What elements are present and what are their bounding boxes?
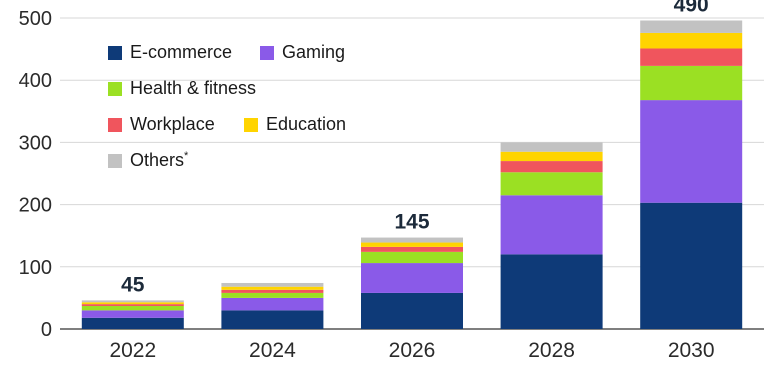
x-tick-label: 2028: [528, 339, 575, 362]
bar-segment-e-commerce: [500, 254, 603, 329]
bar-segment-others: [361, 237, 463, 243]
legend-swatch-gaming: [260, 45, 274, 60]
bar-segment-education: [81, 302, 184, 305]
legend-item-others: Others*: [108, 150, 188, 171]
legend-swatch-workplace: [108, 117, 122, 132]
legend-label-health-fitness: Health & fitness: [130, 78, 257, 98]
legend-label-others: Others*: [130, 150, 189, 170]
bar-segment-others: [500, 142, 603, 152]
y-tick-label: 300: [19, 132, 52, 154]
legend-swatch-education: [244, 117, 258, 132]
x-tick-label: 2024: [249, 339, 296, 362]
bar-segment-health-fitness: [221, 292, 324, 298]
bar-segment-workplace: [221, 289, 324, 293]
bar-segment-education: [500, 151, 603, 162]
bar-segment-workplace: [81, 304, 184, 306]
bar-segment-gaming: [221, 297, 324, 311]
bar-segment-health-fitness: [500, 172, 603, 196]
bar-segment-e-commerce: [221, 310, 324, 329]
bar-segment-e-commerce: [361, 292, 463, 329]
bar-segment-workplace: [361, 246, 463, 252]
total-label: 145: [394, 211, 429, 234]
y-tick-label: 0: [41, 319, 52, 341]
x-tick-label: 2030: [668, 339, 715, 362]
bar-segment-others: [81, 300, 184, 303]
bar-segment-gaming: [640, 100, 743, 203]
bar-segment-others: [221, 282, 324, 287]
legend-item-ecommerce: E-commerce: [108, 42, 232, 63]
bar-segment-health-fitness: [640, 65, 743, 101]
legend-item-education: Education: [244, 114, 346, 135]
bar-segment-health-fitness: [361, 251, 463, 264]
y-tick-label: 400: [19, 70, 52, 92]
bar-segment-gaming: [81, 310, 184, 318]
bar-segment-workplace: [640, 48, 743, 66]
legend-item-health-fitness: Health & fitness: [108, 78, 256, 99]
legend-label-education: Education: [266, 114, 347, 134]
bar-segment-e-commerce: [81, 317, 184, 329]
y-tick-label: 500: [19, 8, 52, 30]
legend-label-ecommerce: E-commerce: [130, 42, 233, 62]
legend-swatch-health-fitness: [108, 81, 122, 96]
bar-segment-e-commerce: [640, 202, 743, 329]
legend: E-commerce Gaming Health & fitness Workp…: [108, 42, 368, 182]
legend-label-gaming: Gaming: [282, 42, 346, 62]
total-label: 490: [674, 0, 709, 16]
total-label: 45: [121, 273, 145, 296]
bar-segment-gaming: [361, 263, 463, 293]
legend-item-gaming: Gaming: [260, 42, 345, 63]
y-tick-label: 200: [19, 195, 52, 217]
legend-item-workplace: Workplace: [108, 114, 215, 135]
bar-segment-health-fitness: [81, 305, 184, 311]
y-tick-label: 100: [19, 257, 52, 279]
bar-segment-workplace: [500, 161, 603, 173]
bar-segment-education: [221, 286, 324, 290]
bar-segment-education: [361, 242, 463, 247]
x-tick-label: 2022: [109, 339, 156, 362]
x-tick-label: 2026: [389, 339, 436, 362]
legend-label-workplace: Workplace: [130, 114, 215, 134]
bar-segment-gaming: [500, 195, 603, 255]
bar-segment-others: [640, 20, 743, 33]
legend-swatch-others: [108, 153, 122, 168]
bar-segment-education: [640, 32, 743, 49]
legend-swatch-ecommerce: [108, 45, 122, 60]
